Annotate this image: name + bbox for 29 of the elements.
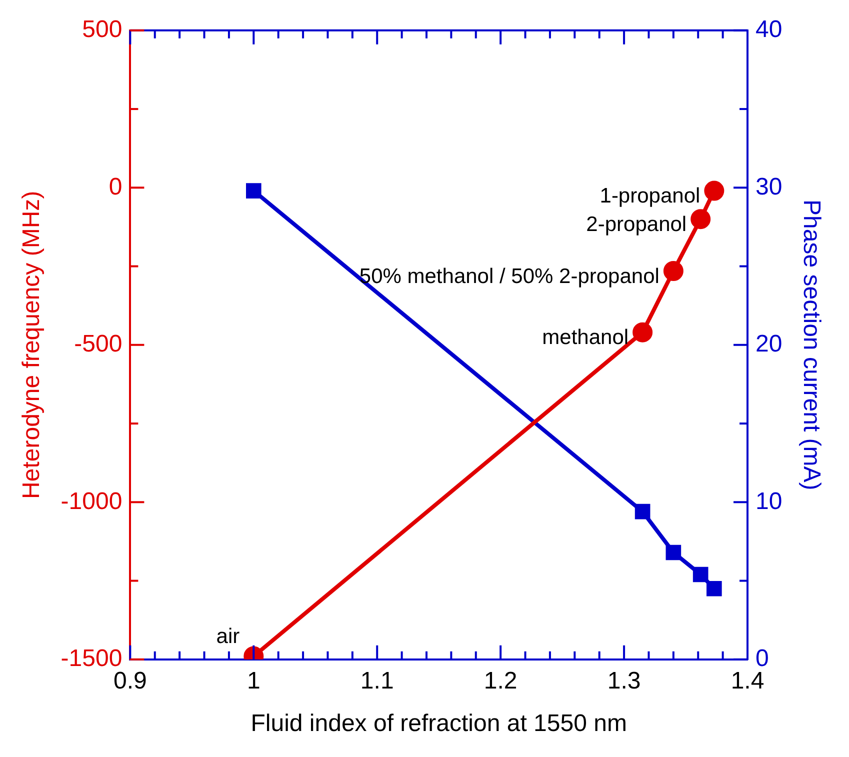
y2-tick-label: 40: [756, 16, 782, 44]
y2-tick-label: 30: [756, 173, 782, 200]
point: [690, 209, 711, 230]
point: [632, 322, 653, 342]
point: [706, 580, 722, 596]
point: [634, 504, 650, 520]
x-tick-label: 1.2: [484, 667, 518, 694]
point: [692, 566, 708, 582]
x-axis-title: Fluid index of refraction at 1550 nm: [250, 710, 627, 738]
x-tick-label: 1: [246, 667, 260, 694]
point: [246, 183, 262, 198]
y-tick-label: 500: [82, 16, 122, 44]
annotation: 2-propanol: [586, 212, 687, 236]
annotation: methanol: [542, 326, 629, 350]
annotation: 50% methanol / 50% 2-propanol: [359, 264, 660, 288]
point: [666, 544, 682, 560]
y-tick-label: 0: [108, 173, 122, 200]
y-axis-title: Heterodyne frequency (MHz): [18, 190, 46, 499]
annotation: air: [216, 625, 240, 648]
y2-tick-label: 10: [756, 488, 782, 515]
point: [663, 260, 684, 281]
y-tick-label: -500: [74, 330, 122, 358]
y2-tick-label: 20: [756, 330, 782, 358]
annotation: 1-propanol: [600, 184, 700, 208]
y-tick-label: -1000: [60, 488, 122, 515]
x-tick-label: 1.1: [360, 667, 394, 694]
point: [704, 180, 724, 201]
x-tick-label: 1.3: [607, 667, 641, 694]
y2-axis-title: Phase section current (mA): [798, 200, 825, 490]
